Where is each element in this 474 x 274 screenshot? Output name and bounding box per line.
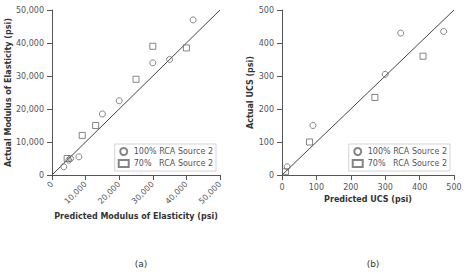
svg-text:0: 0 <box>45 180 55 190</box>
svg-text:200: 200 <box>343 183 358 192</box>
svg-text:500: 500 <box>446 183 461 192</box>
svg-text:70% RCA Source 2: 70% RCA Source 2 <box>368 159 447 168</box>
svg-text:40,000: 40,000 <box>16 39 44 48</box>
svg-text:300: 300 <box>378 183 393 192</box>
svg-text:50,000: 50,000 <box>16 6 44 15</box>
svg-text:500: 500 <box>259 6 274 15</box>
svg-text:100: 100 <box>309 183 324 192</box>
svg-text:40,000: 40,000 <box>163 180 189 206</box>
svg-text:100% RCA Source 2: 100% RCA Source 2 <box>368 147 447 156</box>
svg-text:30,000: 30,000 <box>130 180 156 206</box>
svg-text:0: 0 <box>279 183 284 192</box>
svg-text:0: 0 <box>39 171 44 180</box>
svg-text:70% RCA Source 2: 70% RCA Source 2 <box>134 159 213 168</box>
svg-text:Actual UCS (psi): Actual UCS (psi) <box>246 56 255 129</box>
svg-text:10,000: 10,000 <box>16 138 44 147</box>
svg-text:Actual Modulus of Elasticity (: Actual Modulus of Elasticity (psi) <box>4 18 13 167</box>
svg-text:Predicted Modulus of Elasticit: Predicted Modulus of Elasticity (psi) <box>54 212 218 221</box>
svg-text:100: 100 <box>259 138 274 147</box>
svg-text:30,000: 30,000 <box>16 72 44 81</box>
svg-text:400: 400 <box>259 39 274 48</box>
svg-text:50,000: 50,000 <box>197 180 223 206</box>
svg-text:(a): (a) <box>135 259 148 269</box>
svg-text:400: 400 <box>412 183 427 192</box>
svg-text:10,000: 10,000 <box>63 180 89 206</box>
svg-text:0: 0 <box>269 171 274 180</box>
svg-text:Predicted UCS (psi): Predicted UCS (psi) <box>324 195 412 204</box>
svg-text:20,000: 20,000 <box>96 180 122 206</box>
svg-text:200: 200 <box>259 105 274 114</box>
svg-text:300: 300 <box>259 72 274 81</box>
svg-text:20,000: 20,000 <box>16 105 44 114</box>
svg-text:(b): (b) <box>367 259 380 269</box>
svg-text:100% RCA Source 2: 100% RCA Source 2 <box>134 147 213 156</box>
